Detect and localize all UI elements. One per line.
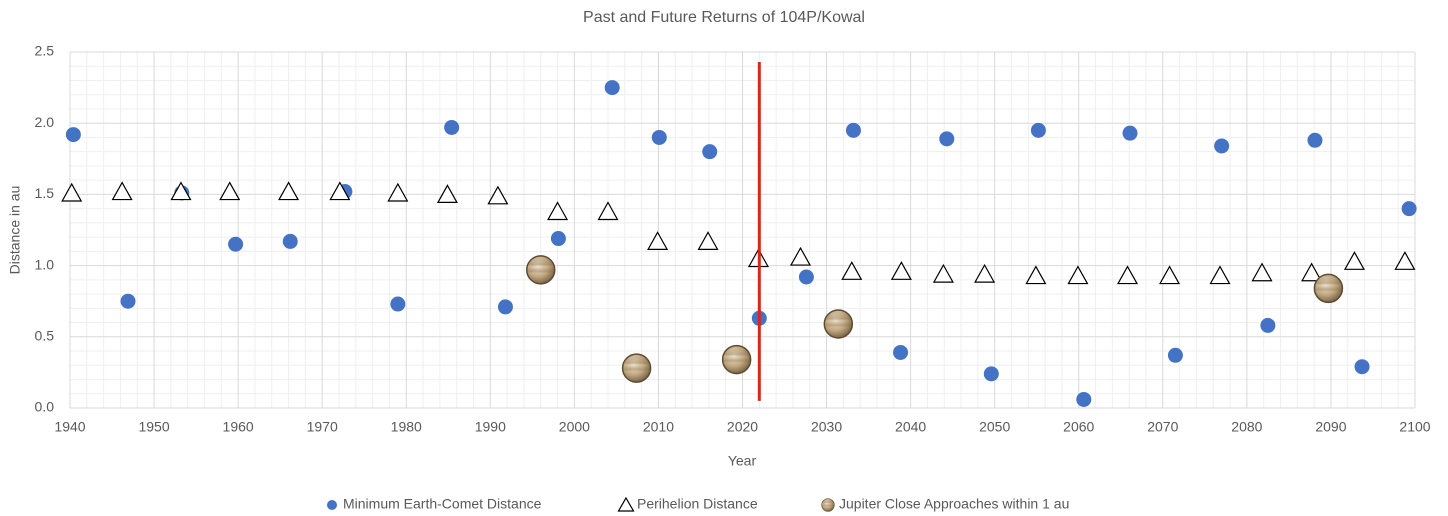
point	[279, 183, 298, 200]
x-tick-label: 2030	[811, 419, 842, 435]
point	[444, 120, 459, 135]
jupiter-bands	[825, 311, 851, 337]
x-tick-label: 2060	[1063, 419, 1094, 435]
jupiter-bands	[724, 347, 750, 373]
point	[66, 127, 81, 142]
point	[822, 499, 835, 512]
point	[652, 130, 667, 145]
y-tick-label: 1.5	[35, 185, 55, 201]
point	[1076, 392, 1091, 407]
chart: Past and Future Returns of 104P/Kowal Ye…	[0, 0, 1448, 516]
point	[1026, 267, 1045, 284]
jupiter-bands	[1315, 275, 1341, 301]
x-tick-label: 2000	[559, 419, 590, 435]
point	[113, 183, 132, 200]
x-tick-label: 2070	[1147, 419, 1178, 435]
point	[1260, 318, 1275, 333]
point	[824, 310, 852, 338]
point	[939, 131, 954, 146]
x-axis-label: Year	[728, 453, 757, 469]
legend-item: Perihelion Distance	[619, 496, 758, 512]
point	[1118, 267, 1137, 284]
point	[327, 500, 337, 510]
point	[791, 248, 810, 265]
point	[892, 262, 911, 279]
point	[228, 237, 243, 252]
x-tick-label: 1990	[475, 419, 506, 435]
point	[1031, 123, 1046, 138]
point	[1123, 126, 1138, 141]
point	[1168, 348, 1183, 363]
point	[702, 144, 717, 159]
point	[1355, 359, 1370, 374]
point	[623, 354, 651, 382]
jupiter-bands	[528, 257, 554, 283]
point	[648, 232, 667, 249]
x-tick-label: 1940	[54, 419, 85, 435]
point	[893, 345, 908, 360]
point	[388, 184, 407, 201]
y-tick-label: 0.5	[35, 328, 55, 344]
x-tick-label: 2010	[643, 419, 674, 435]
x-tick-label: 1970	[307, 419, 338, 435]
point	[619, 498, 634, 511]
y-tick-label: 2.5	[35, 43, 55, 59]
point	[498, 299, 513, 314]
point	[62, 184, 81, 201]
x-tick-label: 2090	[1315, 419, 1346, 435]
x-tick-label: 2040	[895, 419, 926, 435]
y-tick-label: 0.0	[35, 399, 55, 415]
point	[283, 234, 298, 249]
point	[551, 231, 566, 246]
x-tick-label: 1960	[223, 419, 254, 435]
series	[62, 183, 1414, 284]
y-axis-label: Distance in au	[7, 186, 23, 275]
x-tick-label: 1950	[138, 419, 169, 435]
jupiter-bands	[624, 355, 650, 381]
point	[548, 202, 567, 219]
point	[1307, 133, 1322, 148]
y-tick-label: 1.0	[35, 256, 55, 272]
point	[121, 294, 136, 309]
chart-title: Past and Future Returns of 104P/Kowal	[583, 9, 865, 26]
point	[1253, 264, 1272, 281]
legend-item: Minimum Earth-Comet Distance	[327, 496, 542, 512]
legend-item: Jupiter Close Approaches within 1 au	[822, 496, 1070, 512]
point	[599, 202, 618, 219]
x-tick-label: 2100	[1399, 419, 1430, 435]
point	[842, 262, 861, 279]
legend-label: Perihelion Distance	[637, 496, 758, 512]
point	[1314, 274, 1342, 302]
point	[723, 346, 751, 374]
point	[488, 187, 507, 204]
point	[220, 183, 239, 200]
x-tick-label: 1980	[391, 419, 422, 435]
point	[699, 232, 718, 249]
point	[934, 265, 953, 282]
x-tick-label: 2050	[979, 419, 1010, 435]
point	[1402, 201, 1417, 216]
point	[1214, 138, 1229, 153]
point	[527, 256, 555, 284]
legend-label: Jupiter Close Approaches within 1 au	[839, 496, 1069, 512]
legend-label: Minimum Earth-Comet Distance	[343, 496, 542, 512]
point	[605, 80, 620, 95]
point	[799, 269, 814, 284]
point	[1068, 267, 1087, 284]
point	[846, 123, 861, 138]
y-tick-label: 2.0	[35, 114, 55, 130]
x-tick-label: 2080	[1231, 419, 1262, 435]
point	[390, 297, 405, 312]
x-tick-label: 2020	[727, 419, 758, 435]
point	[984, 366, 999, 381]
jupiter-bands	[822, 499, 834, 511]
